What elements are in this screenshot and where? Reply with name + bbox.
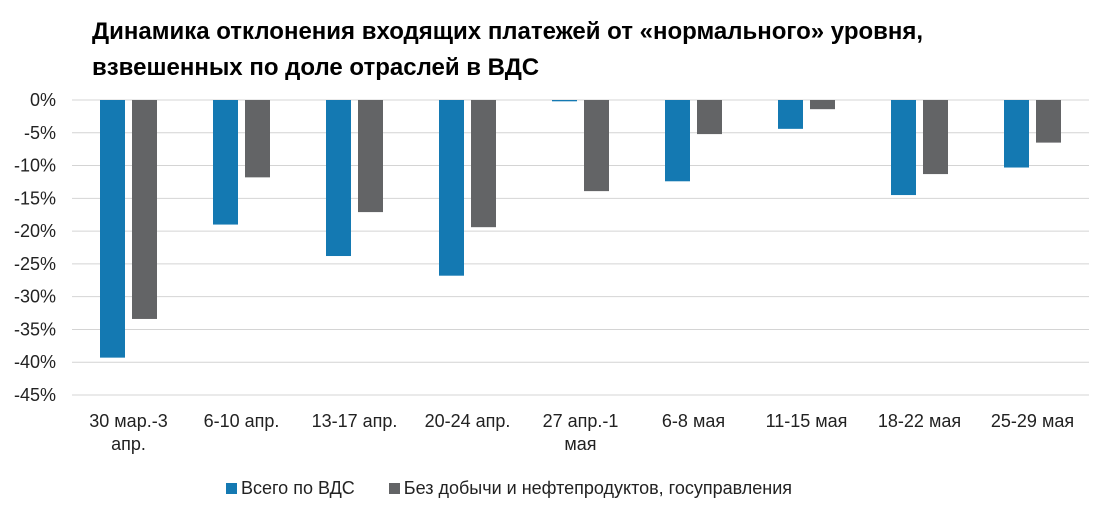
chart-legend: Всего по ВДС Без добычи и нефтепродуктов… [226,478,826,499]
bar-total [439,100,464,276]
x-category-label: 11-15 мая [766,411,848,431]
x-category-label: 18-22 мая [878,411,961,431]
bar-excluding [584,100,609,192]
bar-excluding [697,100,722,135]
bar-total [778,100,803,129]
chart-title: Динамика отклонения входящих платежей от… [92,14,1092,86]
bar-total [891,100,916,196]
x-category-label: мая [564,434,596,454]
bar-total [213,100,238,225]
bar-excluding [132,100,157,319]
legend-label-excluding: Без добычи и нефтепродуктов, госуправлен… [403,478,793,498]
y-tick-label: -35% [14,319,56,339]
y-tick-label: -25% [14,254,56,274]
chart-title-line-1: Динамика отклонения входящих платежей от… [92,18,924,45]
x-category-label: 20-24 апр. [425,411,511,431]
bar-excluding [471,100,496,228]
bar-excluding [810,100,835,110]
y-tick-label: -10% [14,156,56,176]
legend-item-total: Всего по ВДС [226,478,355,499]
bar-total [100,100,125,358]
legend-item-excluding: Без добычи и нефтепродуктов, госуправлен… [388,478,793,499]
chart-title-line-2: взвешенных по доле отраслей в ВДС [92,54,540,81]
bar-excluding [923,100,948,175]
legend-swatch-total [226,483,237,494]
x-category-label: апр. [111,434,146,454]
x-category-label: 27 апр.-1 [543,411,619,431]
y-tick-label: -40% [14,352,56,372]
bar-total [1004,100,1029,168]
x-category-label: 25-29 мая [991,411,1074,431]
x-category-label: 30 мар.-3 [89,411,167,431]
bar-total [665,100,690,182]
y-tick-label: -5% [24,123,56,143]
bar-excluding [245,100,270,178]
legend-swatch-excluding [388,483,400,494]
bar-total [552,100,577,102]
y-tick-label: -30% [14,287,56,307]
x-category-label: 6-8 мая [662,411,725,431]
bar-excluding [1036,100,1061,143]
y-tick-label: 0% [30,90,56,110]
bar-total [326,100,351,257]
x-category-label: 13-17 апр. [312,411,398,431]
legend-label-total: Всего по ВДС [241,478,355,498]
y-tick-label: -15% [14,188,56,208]
x-category-label: 6-10 апр. [204,411,280,431]
bar-excluding [358,100,383,213]
y-tick-label: -20% [14,221,56,241]
y-tick-label: -45% [14,385,56,405]
